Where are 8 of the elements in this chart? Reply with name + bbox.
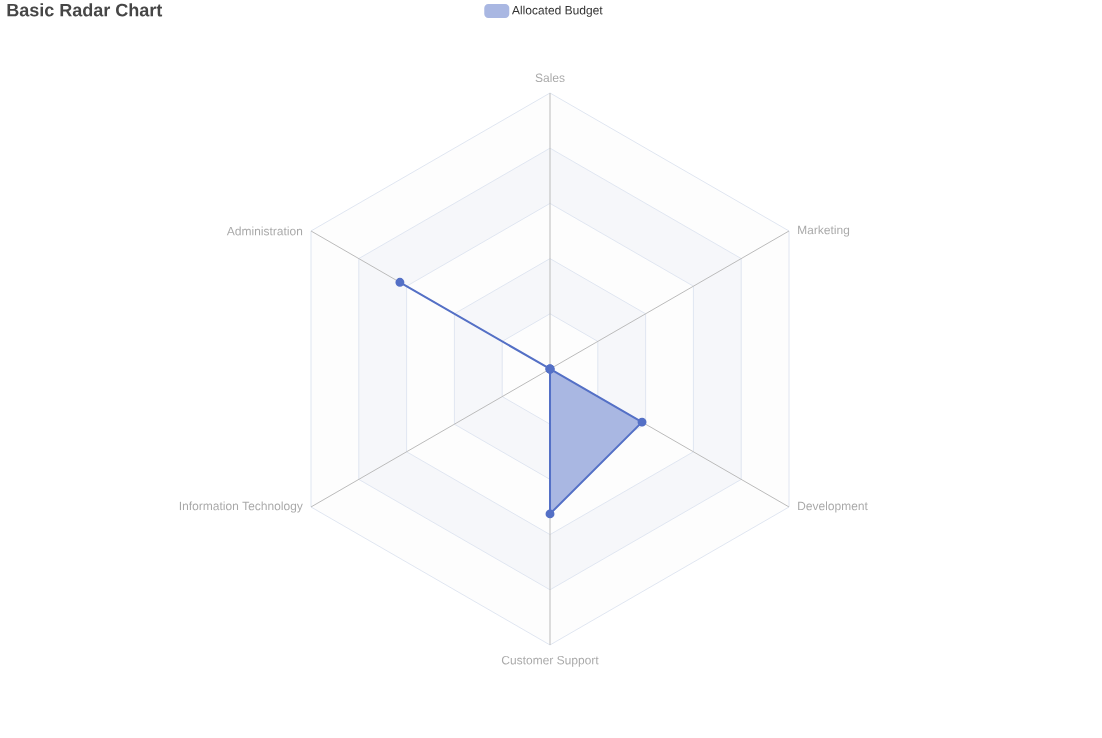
spoke-label: Information Technology	[179, 501, 303, 513]
spoke-label: Customer Support	[501, 655, 599, 667]
chart-title: Basic Radar Chart	[7, 3, 163, 17]
spoke-label: Marketing	[798, 225, 850, 237]
legend-label: Allocated Budget	[511, 5, 603, 17]
spoke-label: Sales	[535, 73, 565, 83]
spoke-label: Administration	[226, 226, 303, 236]
spoke-label: Development	[798, 501, 868, 513]
